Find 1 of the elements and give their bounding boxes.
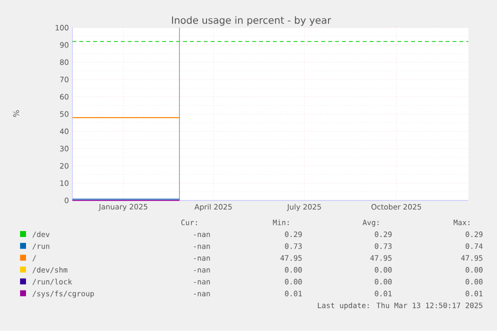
chart-title: Inode usage in percent - by year (172, 16, 332, 26)
